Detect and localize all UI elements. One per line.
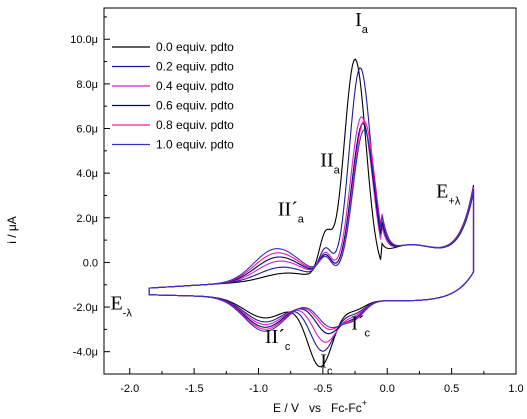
x-tick-label: 0.0 <box>380 383 395 395</box>
x-axis-label: E / V vs Fc-Fc+ <box>273 398 367 415</box>
x-axis-label-superscript: + <box>362 398 367 408</box>
legend-label: 0.0 equiv. pdto <box>156 40 234 54</box>
legend-label: 0.8 equiv. pdto <box>156 118 234 132</box>
legend-label: 0.2 equiv. pdto <box>156 60 234 74</box>
axes: -2.0 -1.5 -1.0 -0.5 0.0 0.5 1.0 -4.0μ -2.0μ 0.0 2… <box>70 7 524 395</box>
y-tick-label: 8.0μ <box>76 79 98 91</box>
series-line-3 <box>148 122 475 335</box>
peak-label-IIpa: II´a <box>278 199 305 226</box>
legend-label: 0.6 equiv. pdto <box>156 99 234 113</box>
series-line-5 <box>148 129 475 332</box>
y-tick-label: 0.0 <box>83 257 98 269</box>
y-axis-ticks: -4.0μ -2.0μ 0.0 2.0μ 4.0μ 6.0μ 8.0μ 10.0μ <box>70 16 110 359</box>
x-axis-ticks: -2.0 -1.5 -1.0 -0.5 0.0 0.5 1.0 <box>120 368 524 395</box>
peak-annotations: Ia IIa II´a E+λ E-λ II´c Ic I´c <box>110 9 460 377</box>
legend-label: 1.0 equiv. pdto <box>156 138 234 152</box>
y-tick-label: -2.0μ <box>73 302 98 314</box>
series-line-4 <box>148 120 475 330</box>
voltammogram-curves <box>148 58 475 368</box>
y-tick-label: 2.0μ <box>76 213 98 225</box>
x-tick-label: -1.5 <box>185 383 204 395</box>
y-tick-label: 4.0μ <box>76 168 98 180</box>
peak-label-IIpc: II´c <box>265 326 291 353</box>
x-tick-label: -2.0 <box>120 383 139 395</box>
peak-label-Ipc: I´c <box>351 312 370 339</box>
x-tick-label: 1.0 <box>508 383 523 395</box>
plot-frame <box>103 7 517 375</box>
y-tick-label: -4.0μ <box>73 347 98 359</box>
peak-label-Eminus: E-λ <box>110 292 132 319</box>
y-axis-label: i / μA <box>5 216 19 244</box>
peak-label-Ic: Ic <box>320 350 333 377</box>
y-tick-label: 10.0μ <box>70 34 98 46</box>
x-tick-label: -1.0 <box>249 383 268 395</box>
peak-label-Eplus: E+λ <box>436 181 461 208</box>
legend-label: 0.4 equiv. pdto <box>156 79 234 93</box>
x-tick-label: -0.5 <box>313 383 332 395</box>
x-tick-label: 0.5 <box>444 383 459 395</box>
x-axis-label-main: E / V vs Fc-Fc <box>273 401 362 415</box>
legend: 0.0 equiv. pdto 0.2 equiv. pdto 0.4 equiv.… <box>112 40 234 152</box>
peak-label-Ia: Ia <box>355 9 369 36</box>
y-tick-label: 6.0μ <box>76 124 98 136</box>
peak-label-IIa: IIa <box>320 149 340 176</box>
